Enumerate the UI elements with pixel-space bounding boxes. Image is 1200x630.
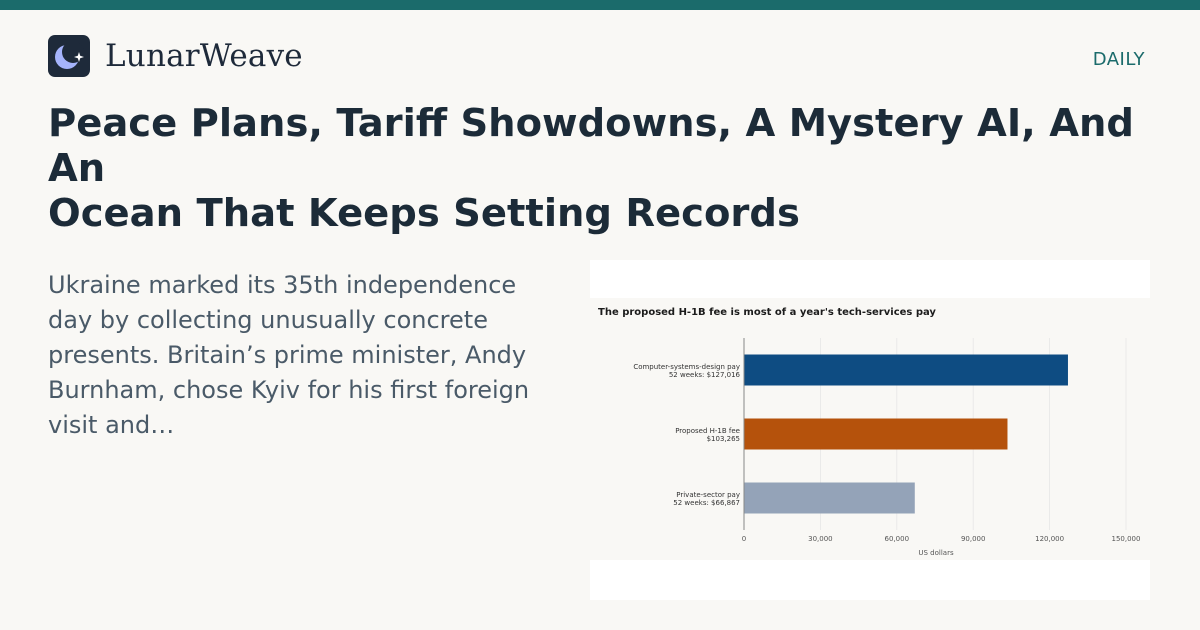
bar <box>744 482 915 514</box>
brand-name: LunarWeave <box>105 38 303 74</box>
edition-label: DAILY <box>1092 49 1145 70</box>
bar <box>744 354 1068 386</box>
chart-card: The proposed H-1B fee is most of a year'… <box>590 260 1150 600</box>
headline: Peace Plans, Tariff Showdowns, A Mystery… <box>48 101 1134 236</box>
x-tick-label: 30,000 <box>808 535 833 543</box>
category-value-label: 52 weeks: $127,016 <box>669 371 741 379</box>
category-value-label: $103,265 <box>707 435 740 443</box>
category-label: Proposed H-1B fee <box>675 427 740 435</box>
x-tick-label: 90,000 <box>961 535 986 543</box>
x-tick-label: 120,000 <box>1035 535 1064 543</box>
x-axis-title: US dollars <box>918 549 954 557</box>
x-tick-label: 60,000 <box>885 535 910 543</box>
top-accent-bar <box>0 0 1200 10</box>
article-summary: Ukraine marked its 35th independence day… <box>48 271 530 439</box>
bar <box>744 418 1008 450</box>
moon-star-icon <box>48 35 90 77</box>
category-value-label: 52 weeks: $66,867 <box>673 499 740 507</box>
chart-title: The proposed H-1B fee is most of a year'… <box>598 307 936 318</box>
x-tick-label: 150,000 <box>1112 535 1141 543</box>
brand[interactable]: LunarWeave <box>48 35 303 77</box>
category-label: Computer-systems-design pay <box>633 363 740 371</box>
x-tick-label: 0 <box>742 535 746 543</box>
bar-chart: The proposed H-1B fee is most of a year'… <box>590 260 1150 560</box>
chart-top-band <box>590 260 1150 298</box>
category-label: Private-sector pay <box>676 491 740 499</box>
